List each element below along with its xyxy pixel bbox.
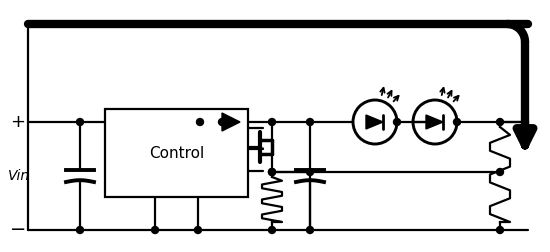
Circle shape	[306, 227, 313, 234]
Circle shape	[152, 227, 158, 234]
Polygon shape	[222, 113, 240, 131]
Text: −: −	[10, 220, 26, 239]
Circle shape	[76, 118, 84, 125]
Circle shape	[521, 118, 529, 125]
Polygon shape	[366, 115, 383, 129]
Circle shape	[306, 169, 313, 175]
Circle shape	[497, 169, 503, 175]
Circle shape	[196, 118, 204, 125]
Text: Vin: Vin	[8, 169, 30, 183]
Text: +: +	[10, 113, 25, 131]
Text: Control: Control	[149, 145, 204, 161]
Circle shape	[268, 169, 276, 175]
Circle shape	[454, 118, 460, 125]
Circle shape	[268, 169, 276, 175]
Polygon shape	[426, 115, 443, 129]
Circle shape	[195, 227, 201, 234]
FancyBboxPatch shape	[105, 109, 248, 197]
Circle shape	[268, 118, 276, 125]
Circle shape	[268, 227, 276, 234]
Circle shape	[218, 118, 226, 125]
Circle shape	[306, 118, 313, 125]
Circle shape	[76, 227, 84, 234]
Circle shape	[497, 118, 503, 125]
Circle shape	[497, 227, 503, 234]
Circle shape	[393, 118, 400, 125]
